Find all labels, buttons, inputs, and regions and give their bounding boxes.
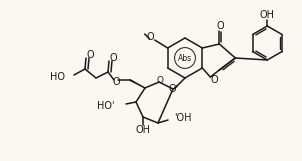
Text: O: O — [109, 53, 117, 63]
Polygon shape — [130, 79, 145, 88]
Text: O: O — [217, 21, 224, 31]
Text: O: O — [147, 32, 155, 42]
Text: O: O — [156, 76, 163, 85]
Text: HO: HO — [50, 72, 65, 82]
Text: OH: OH — [136, 125, 150, 135]
Text: O: O — [210, 75, 218, 85]
Text: O: O — [112, 77, 120, 87]
Text: HO': HO' — [97, 101, 114, 111]
Text: O: O — [86, 50, 94, 60]
Text: O: O — [168, 84, 176, 94]
Text: OH: OH — [260, 10, 275, 20]
Polygon shape — [173, 85, 178, 89]
Text: 'OH: 'OH — [174, 113, 191, 123]
Text: Abs: Abs — [178, 53, 192, 62]
